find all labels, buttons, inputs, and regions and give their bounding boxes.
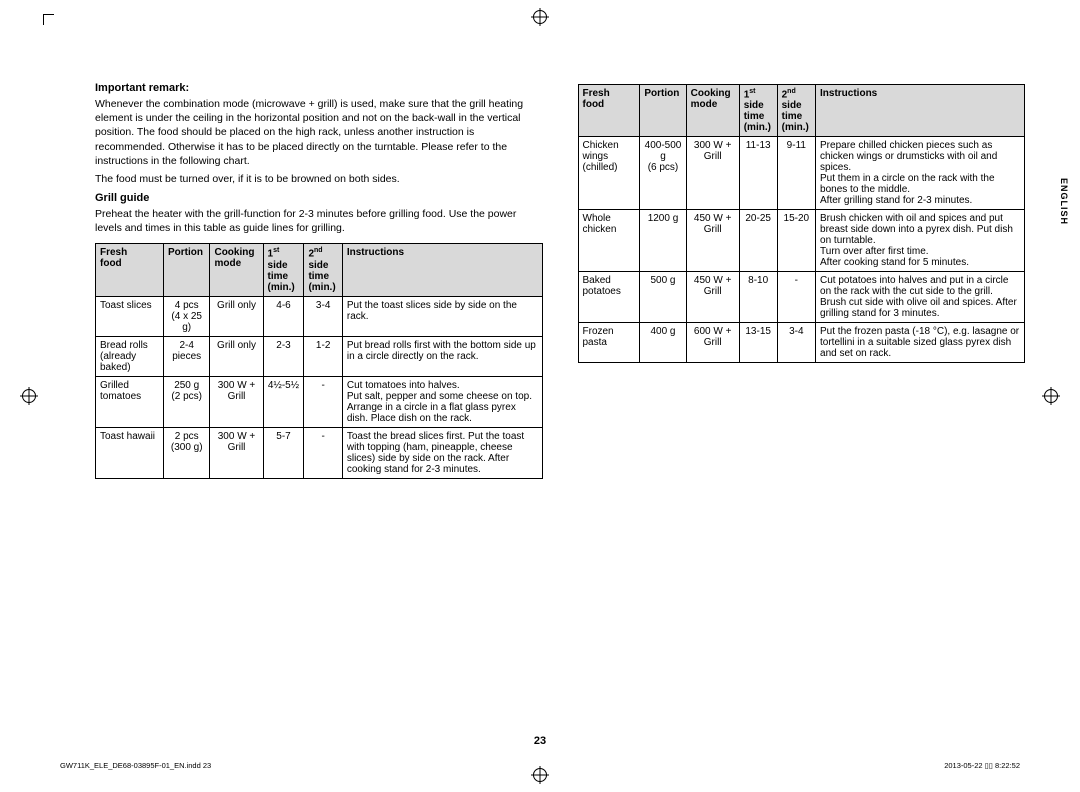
table-cell: Baked potatoes [578, 272, 640, 323]
table-cell: 600 W + Grill [686, 323, 739, 363]
table-cell: 2-4 pieces [163, 336, 210, 376]
table-cell: Chicken wings (chilled) [578, 137, 640, 210]
footer-timestamp: 2013-05-22 ▯▯ 8:22:52 [944, 761, 1020, 770]
table-row: Bread rolls (already baked)2-4 piecesGri… [96, 336, 543, 376]
table-cell: 11-13 [739, 137, 777, 210]
table-cell: 450 W + Grill [686, 210, 739, 272]
table-row: Baked potatoes500 g450 W + Grill8-10-Cut… [578, 272, 1025, 323]
table-cell: 2-3 [263, 336, 304, 376]
table-cell: 300 W + Grill [210, 427, 263, 478]
table-cell: Prepare chilled chicken pieces such as c… [816, 137, 1025, 210]
table-cell: Put the frozen pasta (-18 °C), e.g. lasa… [816, 323, 1025, 363]
table-cell: Toast slices [96, 296, 164, 336]
col-fresh-food: Freshfood [578, 85, 640, 137]
crop-mark [43, 14, 54, 25]
table-cell: Grill only [210, 296, 263, 336]
col-fresh-food: Freshfood [96, 244, 164, 296]
col-portion: Portion [640, 85, 686, 137]
table-cell: 2 pcs(300 g) [163, 427, 210, 478]
table-cell: 300 W + Grill [686, 137, 739, 210]
table-cell: - [304, 376, 342, 427]
grill-guide-table-left: Freshfood Portion Cookingmode 1st sideti… [95, 243, 543, 478]
table-cell: 400-500 g(6 pcs) [640, 137, 686, 210]
col-cooking-mode: Cookingmode [210, 244, 263, 296]
table-cell: 450 W + Grill [686, 272, 739, 323]
table-row: Frozen pasta400 g600 W + Grill13-153-4Pu… [578, 323, 1025, 363]
table-cell: Put bread rolls first with the bottom si… [342, 336, 542, 376]
table-row: Grilled tomatoes250 g(2 pcs)300 W + Gril… [96, 376, 543, 427]
table-cell: Toast the bread slices first. Put the to… [342, 427, 542, 478]
table-cell: 13-15 [739, 323, 777, 363]
table-cell: 5-7 [263, 427, 304, 478]
table-cell: - [304, 427, 342, 478]
registration-mark-icon [22, 389, 36, 403]
col-1st-side: 1st sidetime(min.) [739, 85, 777, 137]
right-column: Freshfood Portion Cookingmode 1st sideti… [578, 80, 1026, 712]
important-remark-heading: Important remark: [95, 82, 543, 94]
table-cell: 15-20 [777, 210, 815, 272]
left-column: Important remark: Whenever the combinati… [95, 80, 543, 712]
table-cell: Whole chicken [578, 210, 640, 272]
col-2nd-side: 2nd sidetime(min.) [304, 244, 342, 296]
table-cell: 4-6 [263, 296, 304, 336]
table-cell: 250 g(2 pcs) [163, 376, 210, 427]
grill-guide-heading: Grill guide [95, 192, 543, 204]
table-cell: 300 W + Grill [210, 376, 263, 427]
table-cell: Cut potatoes into halves and put in a ci… [816, 272, 1025, 323]
footer-filename: GW711K_ELE_DE68-03895F-01_EN.indd 23 [60, 761, 211, 770]
table-cell: Grilled tomatoes [96, 376, 164, 427]
table-row: Toast hawaii2 pcs(300 g)300 W + Grill5-7… [96, 427, 543, 478]
table-cell: Brush chicken with oil and spices and pu… [816, 210, 1025, 272]
table-row: Chicken wings (chilled)400-500 g(6 pcs)3… [578, 137, 1025, 210]
table-cell: 500 g [640, 272, 686, 323]
grill-guide-table-right: Freshfood Portion Cookingmode 1st sideti… [578, 84, 1026, 363]
col-2nd-side: 2nd sidetime(min.) [777, 85, 815, 137]
table-row: Whole chicken1200 g450 W + Grill20-2515-… [578, 210, 1025, 272]
table-cell: Frozen pasta [578, 323, 640, 363]
grill-guide-intro: Preheat the heater with the grill-functi… [95, 207, 543, 235]
registration-mark-icon [533, 768, 547, 782]
table-cell: 8-10 [739, 272, 777, 323]
col-1st-side: 1st sidetime(min.) [263, 244, 304, 296]
table-row: Toast slices4 pcs(4 x 25 g)Grill only4-6… [96, 296, 543, 336]
important-remark-text2: The food must be turned over, if it is t… [95, 172, 543, 186]
table-cell: 400 g [640, 323, 686, 363]
col-cooking-mode: Cookingmode [686, 85, 739, 137]
language-tab: ENGLISH [1057, 174, 1071, 229]
table-cell: 1200 g [640, 210, 686, 272]
table-cell: 4½-5½ [263, 376, 304, 427]
table-cell: 4 pcs(4 x 25 g) [163, 296, 210, 336]
page-number: 23 [534, 735, 546, 747]
table-cell: 3-4 [304, 296, 342, 336]
col-portion: Portion [163, 244, 210, 296]
table-cell: Cut tomatoes into halves.Put salt, peppe… [342, 376, 542, 427]
registration-mark-icon [533, 10, 547, 24]
table-cell: 1-2 [304, 336, 342, 376]
col-instructions: Instructions [816, 85, 1025, 137]
col-instructions: Instructions [342, 244, 542, 296]
page-content: Important remark: Whenever the combinati… [95, 80, 1025, 712]
registration-mark-icon [1044, 389, 1058, 403]
table-cell: 20-25 [739, 210, 777, 272]
table-cell: 3-4 [777, 323, 815, 363]
table-cell: - [777, 272, 815, 323]
table-cell: Toast hawaii [96, 427, 164, 478]
table-cell: 9-11 [777, 137, 815, 210]
table-cell: Grill only [210, 336, 263, 376]
table-cell: Put the toast slices side by side on the… [342, 296, 542, 336]
important-remark-text: Whenever the combination mode (microwave… [95, 97, 543, 168]
table-cell: Bread rolls (already baked) [96, 336, 164, 376]
